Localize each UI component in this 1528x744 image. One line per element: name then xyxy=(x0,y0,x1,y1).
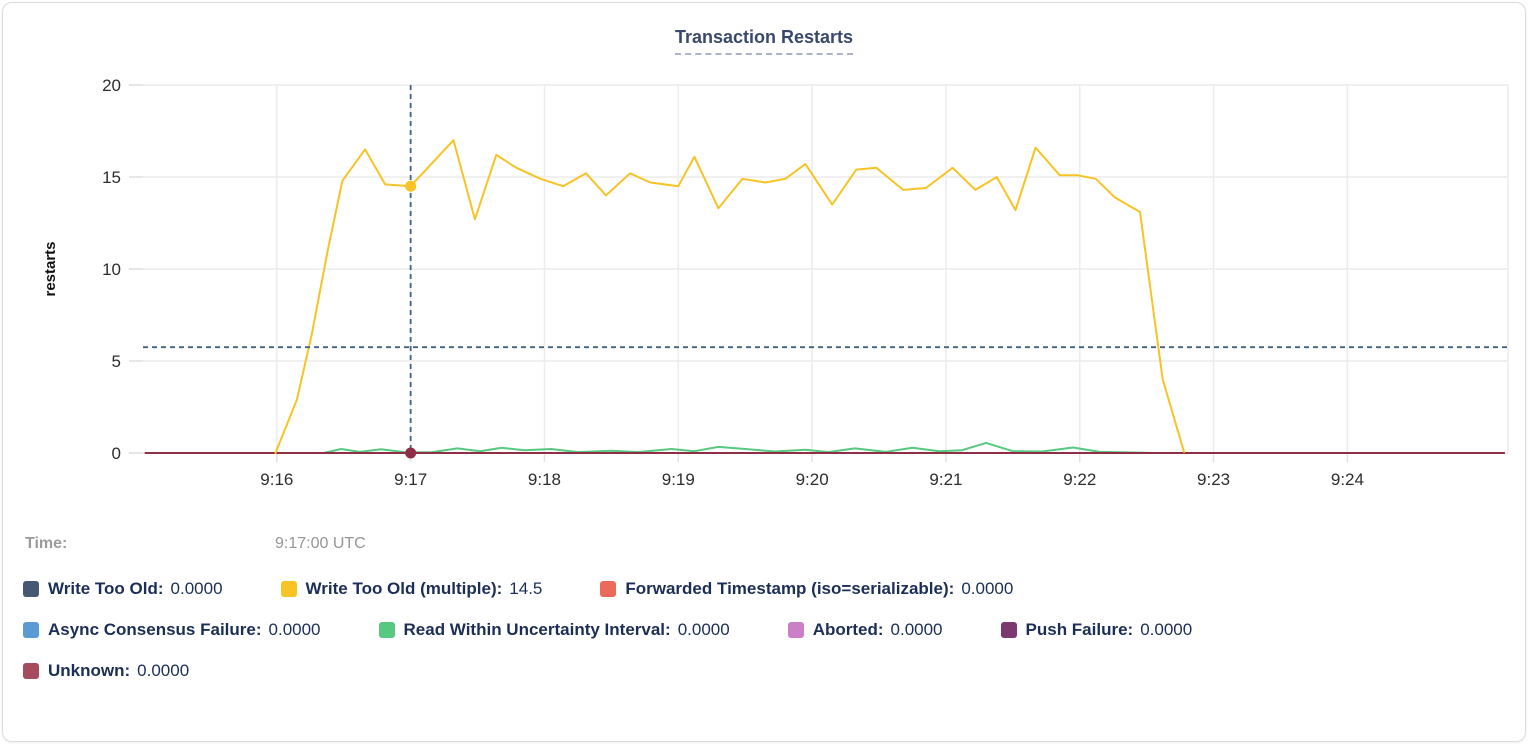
legend-swatch xyxy=(1000,622,1017,638)
legend-swatch xyxy=(23,581,39,597)
chart-legend: Write Too Old: 0.0000 Write Too Old (multi… xyxy=(3,579,1525,681)
y-tick-label: 5 xyxy=(112,352,121,371)
series-line-read-within-uncertainty-interval xyxy=(322,441,1155,454)
legend-value: 0.0000 xyxy=(1140,620,1193,639)
legend-label: Write Too Old (multiple): xyxy=(305,579,503,598)
legend-swatch xyxy=(23,622,39,638)
legend-value: 0.0000 xyxy=(961,579,1014,598)
legend-value: 0.0000 xyxy=(677,620,730,639)
legend-item-unknown[interactable]: Unknown: 0.0000 xyxy=(23,661,189,681)
x-tick-label: 9:18 xyxy=(528,470,561,489)
legend-label: Push Failure: xyxy=(1025,620,1134,639)
transaction-restarts-chart[interactable]: 0 5 10 15 20 9:16 9:17 9:18 9:19 9:20 9:21 9:22 9:23… xyxy=(3,57,1526,497)
x-tick-label: 9:24 xyxy=(1331,470,1364,489)
legend-label: Read Within Uncertainty Interval: xyxy=(403,620,671,639)
legend-label: Forwarded Timestamp (iso=serializable): xyxy=(625,579,955,598)
legend-label: Unknown: xyxy=(48,661,131,680)
legend-item-push-failure[interactable]: Push Failure: 0.0000 xyxy=(1000,620,1193,640)
x-tick-label: 9:23 xyxy=(1197,470,1230,489)
hover-time-row: Time: 9:17:00 UTC xyxy=(3,535,1525,553)
legend-row: Async Consensus Failure: 0.0000 Read Withi… xyxy=(23,620,1505,640)
legend-row: Write Too Old: 0.0000 Write Too Old (multi… xyxy=(23,579,1505,599)
legend-value: 14.5 xyxy=(509,579,543,598)
legend-swatch xyxy=(23,663,39,679)
legend-swatch xyxy=(787,622,804,638)
legend-item-write-too-old-multiple[interactable]: Write Too Old (multiple): 14.5 xyxy=(280,579,543,599)
legend-item-forwarded-timestamp-iso-serializable[interactable]: Forwarded Timestamp (iso=serializable): 0… xyxy=(600,579,1013,599)
legend-value: 0.0000 xyxy=(137,661,190,680)
y-tick-label: 15 xyxy=(102,168,121,187)
legend-row: Unknown: 0.0000 xyxy=(23,661,1505,681)
y-axis-label: restarts xyxy=(42,241,59,296)
hover-dot-write-too-old-multiple- xyxy=(405,180,417,192)
chart-title[interactable]: Transaction Restarts xyxy=(674,27,854,55)
y-tick-label: 0 xyxy=(112,444,121,463)
legend-swatch xyxy=(378,622,395,638)
legend-item-write-too-old[interactable]: Write Too Old: 0.0000 xyxy=(23,579,223,599)
chart-header: Transaction Restarts xyxy=(3,3,1525,57)
x-tick-label: 9:21 xyxy=(929,470,962,489)
legend-label: Aborted: xyxy=(812,620,884,639)
legend-value: 0.0000 xyxy=(170,579,223,598)
x-tick-label: 9:20 xyxy=(796,470,829,489)
y-tick-label: 20 xyxy=(102,76,121,95)
hover-dot-unknown xyxy=(405,447,417,459)
legend-swatch xyxy=(600,581,617,597)
legend-label: Write Too Old: xyxy=(48,579,164,598)
legend-item-async-consensus-failure[interactable]: Async Consensus Failure: 0.0000 xyxy=(23,620,321,640)
time-label: Time: xyxy=(25,535,68,552)
legend-label: Async Consensus Failure: xyxy=(48,620,262,639)
x-tick-label: 9:16 xyxy=(260,470,293,489)
legend-swatch xyxy=(280,581,297,597)
legend-value: 0.0000 xyxy=(890,620,943,639)
legend-value: 0.0000 xyxy=(268,620,321,639)
legend-item-read-within-uncertainty-interval[interactable]: Read Within Uncertainty Interval: 0.0000 xyxy=(378,620,730,640)
x-tick-label: 9:17 xyxy=(394,470,427,489)
time-value: 9:17:00 UTC xyxy=(275,535,366,552)
x-tick-label: 9:19 xyxy=(662,470,695,489)
x-tick-label: 9:22 xyxy=(1063,470,1096,489)
legend-item-aborted[interactable]: Aborted: 0.0000 xyxy=(787,620,943,640)
y-tick-label: 10 xyxy=(102,260,121,279)
